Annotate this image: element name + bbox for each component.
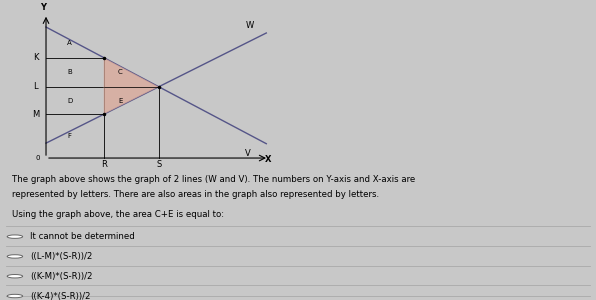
Polygon shape — [104, 58, 159, 114]
Text: W: W — [246, 21, 253, 30]
Text: ((K-4)*(S-R))/2: ((K-4)*(S-R))/2 — [30, 292, 91, 300]
Text: L: L — [33, 82, 38, 91]
Text: X: X — [265, 155, 272, 164]
Text: Y: Y — [41, 3, 46, 12]
Text: B: B — [67, 69, 72, 75]
Text: It cannot be determined: It cannot be determined — [30, 232, 135, 241]
Text: The graph above shows the graph of 2 lines (W and V). The numbers on Y-axis and : The graph above shows the graph of 2 lin… — [12, 175, 415, 184]
Text: D: D — [67, 98, 72, 103]
Text: R: R — [101, 160, 107, 169]
Text: V: V — [246, 148, 251, 158]
Text: represented by letters. There are also areas in the graph also represented by le: represented by letters. There are also a… — [12, 190, 379, 200]
Text: A: A — [67, 40, 72, 46]
Circle shape — [7, 274, 23, 278]
Text: Using the graph above, the area C+E is equal to:: Using the graph above, the area C+E is e… — [12, 210, 224, 219]
Text: ((K-M)*(S-R))/2: ((K-M)*(S-R))/2 — [30, 272, 92, 281]
Text: S: S — [156, 160, 162, 169]
Circle shape — [7, 294, 23, 298]
Text: ((L-M)*(S-R))/2: ((L-M)*(S-R))/2 — [30, 252, 92, 261]
Text: C: C — [118, 69, 123, 75]
Text: M: M — [32, 110, 39, 119]
Text: K: K — [33, 53, 38, 62]
Circle shape — [7, 235, 23, 238]
Text: F: F — [67, 133, 72, 139]
Text: E: E — [118, 98, 122, 103]
Circle shape — [7, 255, 23, 258]
Text: 0: 0 — [36, 155, 41, 161]
